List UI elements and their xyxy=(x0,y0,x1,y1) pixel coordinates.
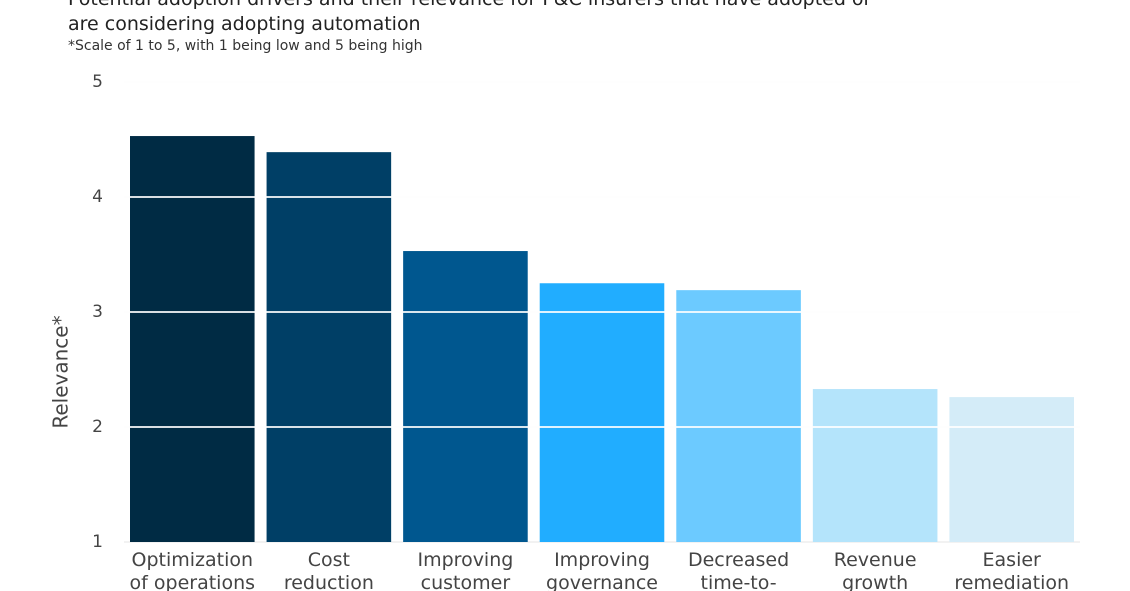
bar xyxy=(539,283,665,542)
bar xyxy=(403,251,528,543)
x-tick-label: Decreased time-to- xyxy=(687,549,790,591)
y-tick-label: 1 xyxy=(92,532,103,552)
y-tick-label: 3 xyxy=(92,302,103,322)
chart-title: Potential adoption drivers and their rel… xyxy=(68,0,871,35)
bar xyxy=(266,152,392,542)
x-tick-label: Improving governance xyxy=(546,549,658,591)
x-tick-label: Revenue growth xyxy=(833,549,917,591)
bar xyxy=(812,389,938,542)
y-tick-label: 4 xyxy=(92,187,103,207)
y-axis-label: Relevance* xyxy=(49,315,73,428)
x-tick-label: Easier remediation xyxy=(954,549,1070,591)
bar xyxy=(949,397,1074,542)
bar xyxy=(676,290,801,542)
x-tick-label: Optimization of operations xyxy=(129,549,256,591)
bar xyxy=(130,136,255,543)
y-tick-label: 5 xyxy=(92,72,103,92)
y-tick-label: 2 xyxy=(92,417,103,437)
x-tick-label: Improving customer xyxy=(417,549,514,591)
x-tick-label: Cost reduction xyxy=(283,549,374,591)
chart-subtitle: *Scale of 1 to 5, with 1 being low and 5… xyxy=(68,38,423,54)
